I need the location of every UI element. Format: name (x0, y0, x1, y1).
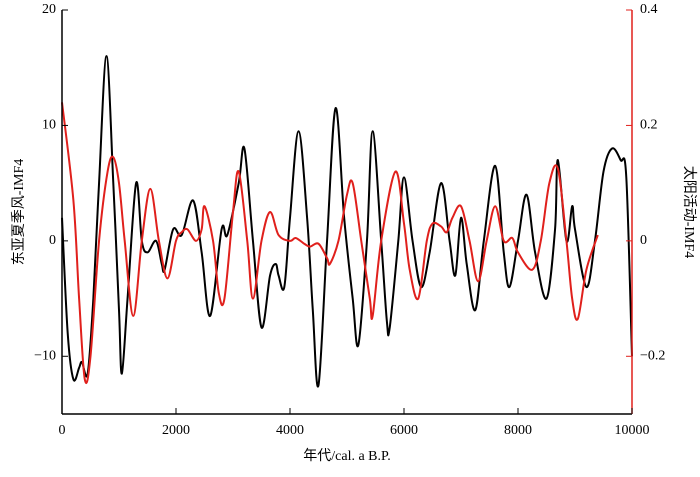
y2-axis-label: 太阳活动-IMF4 (681, 166, 697, 259)
y2-tick-label: −0.2 (640, 349, 665, 364)
y2-tick-label: 0 (640, 233, 647, 248)
x-axis-label: 年代/cal. a B.P. (303, 448, 391, 464)
y2-tick-label: 0.2 (640, 118, 658, 133)
x-tick-label: 10000 (615, 423, 650, 438)
y-tick-label: 20 (42, 2, 56, 17)
x-tick-label: 2000 (162, 423, 190, 438)
x-tick-label: 4000 (276, 423, 304, 438)
y-tick-label: 0 (49, 233, 56, 248)
y-tick-label: 10 (42, 118, 56, 133)
x-tick-label: 0 (59, 423, 66, 438)
y-tick-label: −10 (34, 349, 56, 364)
x-tick-label: 6000 (390, 423, 418, 438)
data-line (61, 55, 633, 388)
y2-tick-label: 0.4 (640, 2, 658, 17)
x-tick-label: 8000 (504, 423, 532, 438)
data-line (61, 102, 599, 385)
y-axis-label: 东亚夏季风-IMF4 (11, 159, 27, 266)
